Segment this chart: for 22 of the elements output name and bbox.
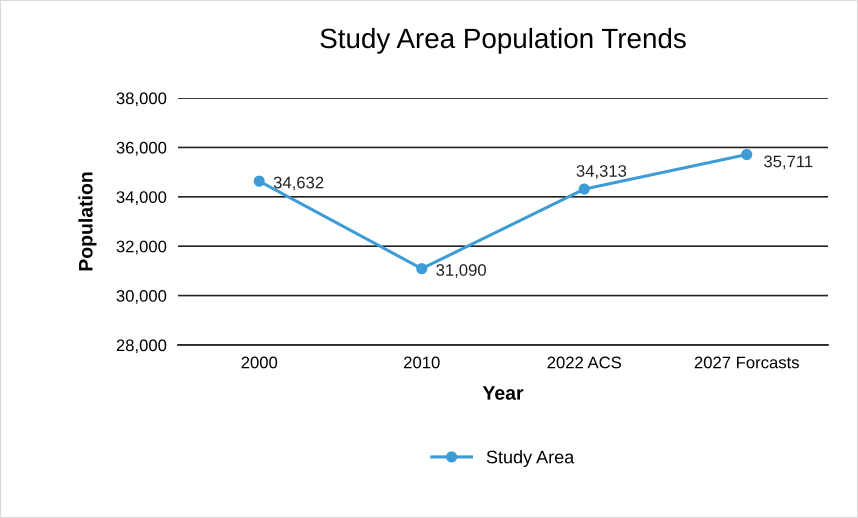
x-tick-label: 2000 (242, 356, 278, 368)
point (416, 263, 428, 274)
x-axis-title: Year (482, 386, 524, 400)
point (254, 176, 265, 187)
chart-title: Study Area Population Trends (320, 28, 686, 54)
data-label: 35,711 (764, 156, 812, 170)
y-tick-label: 30,000 (116, 290, 166, 304)
point (578, 184, 590, 195)
y-tick-label: 38,000 (116, 92, 166, 106)
y-axis-title: Population (78, 172, 96, 270)
x-tick-label: 2010 (404, 356, 440, 368)
y-tick-label: 34,000 (116, 191, 166, 205)
y-tick-label: 32,000 (116, 240, 166, 254)
data-label: 31,090 (436, 264, 486, 278)
data-label: 34,632 (274, 176, 324, 190)
x-tick-label: 2027 Forcasts (694, 356, 799, 368)
x-tick-label: 2022 ACS (548, 356, 622, 368)
data-label: 34,313 (576, 165, 626, 179)
y-tick-label: 36,000 (116, 142, 166, 156)
point (741, 148, 752, 160)
y-tick-label: 28,000 (116, 339, 166, 354)
legend-label: Study Area (486, 450, 574, 467)
